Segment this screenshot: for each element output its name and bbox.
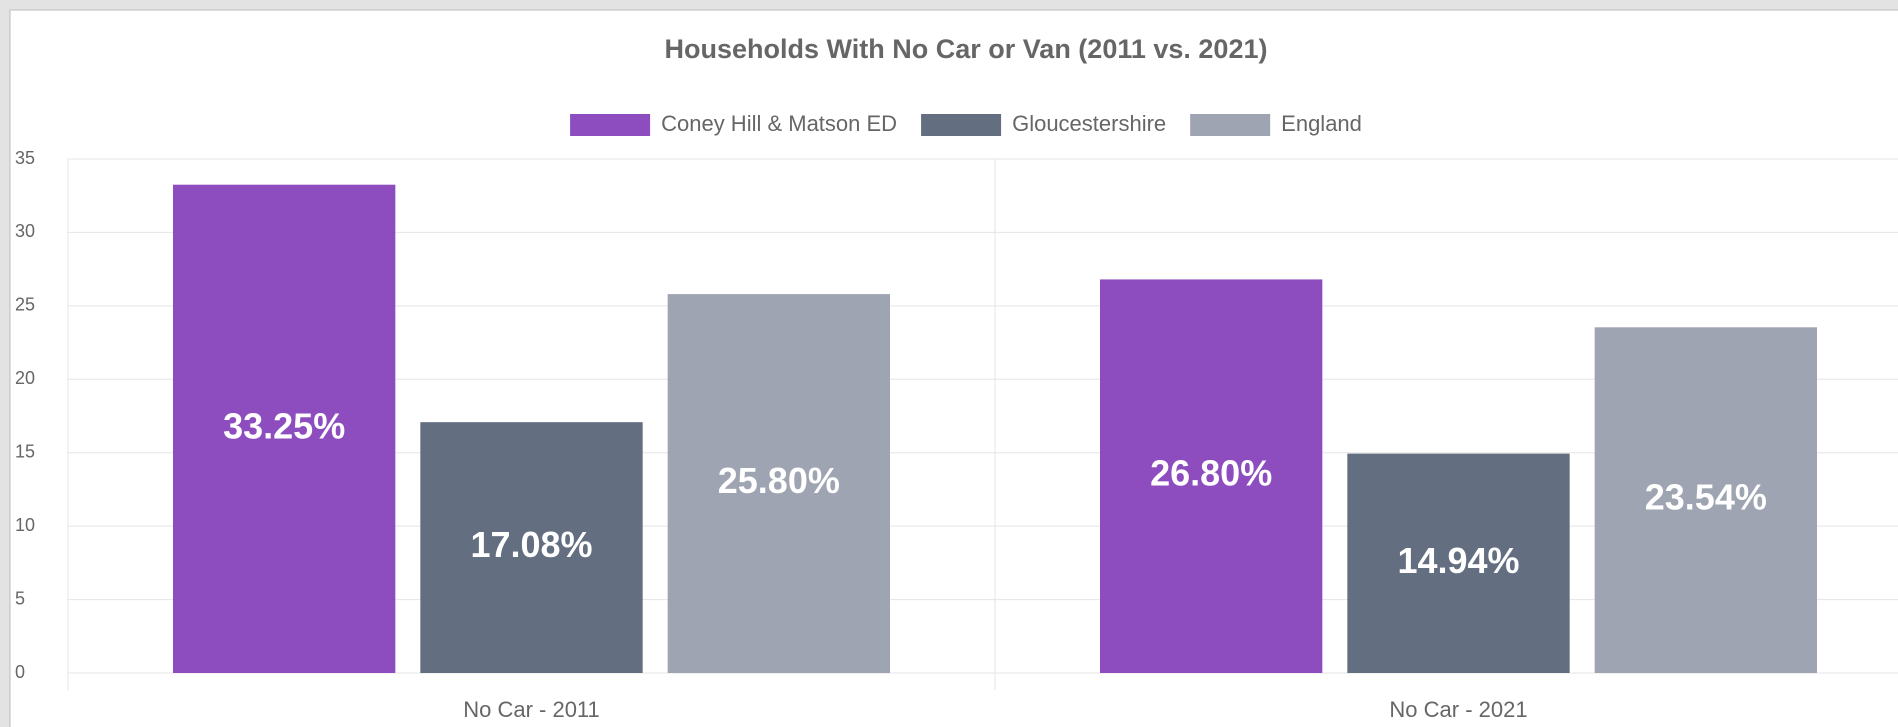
bar: [1347, 453, 1570, 673]
bar: [667, 294, 890, 673]
bar: [173, 184, 396, 673]
legend-swatch: [921, 114, 1002, 136]
y-tick-label: 35: [15, 148, 35, 168]
legend-item: Gloucestershire: [921, 111, 1166, 136]
legend-item: England: [1190, 111, 1362, 136]
y-tick-label: 20: [15, 368, 35, 388]
data-label: 23.54%: [1645, 477, 1767, 518]
legend-item: Coney Hill & Matson ED: [570, 111, 897, 136]
legend-label: England: [1281, 111, 1362, 136]
bar: [1100, 279, 1323, 673]
data-label: 14.94%: [1397, 540, 1519, 581]
data-label: 17.08%: [470, 524, 592, 565]
y-tick-label: 5: [15, 588, 25, 608]
x-tick-label: No Car - 2021: [1389, 697, 1527, 722]
y-tick-label: 0: [15, 662, 25, 682]
y-tick-label: 15: [15, 441, 35, 461]
x-tick-label: No Car - 2011: [463, 697, 600, 722]
legend-swatch: [1190, 114, 1271, 136]
legend-swatch: [570, 114, 651, 136]
legend-label: Coney Hill & Matson ED: [661, 111, 897, 136]
legend-label: Gloucestershire: [1012, 111, 1166, 136]
legend: Coney Hill & Matson ED Gloucestershire Eng…: [570, 111, 1362, 136]
bar: [420, 422, 643, 673]
data-label: 25.80%: [718, 460, 840, 501]
y-tick-label: 10: [15, 515, 35, 535]
y-tick-label: 25: [15, 295, 35, 315]
data-label: 33.25%: [223, 405, 345, 446]
data-label: 26.80%: [1150, 453, 1272, 494]
chart-title: Households With No Car or Van (2011 vs. …: [665, 34, 1268, 64]
bar: [1594, 327, 1817, 673]
y-tick-label: 30: [15, 221, 35, 241]
